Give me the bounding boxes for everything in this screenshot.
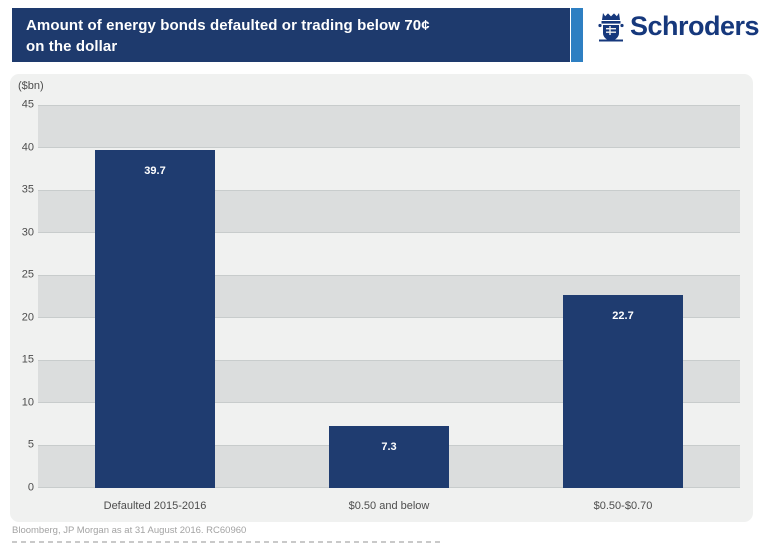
y-tick-label: 15	[21, 353, 34, 366]
bar-slot: 39.7	[38, 105, 272, 488]
chart-panel: ($bn) 0 5 10 15 20 25 30 35 40 45 39.7 7.3 22.7 Def…	[10, 74, 753, 522]
y-tick-label: 0	[27, 481, 34, 494]
y-tick-label: 25	[21, 268, 34, 281]
bar-2: 7.3	[329, 425, 449, 488]
plot-area: 39.7 7.3 22.7	[38, 105, 740, 488]
bars-row: 39.7 7.3 22.7	[38, 105, 740, 488]
chart-title-bar: Amount of energy bonds defaulted or trad…	[12, 8, 570, 62]
category-label-1: Defaulted 2015-2016	[103, 500, 207, 512]
bar-value-label: 22.7	[612, 309, 634, 322]
chart-title-line-1: Amount of energy bonds defaulted or trad…	[26, 17, 430, 34]
bar-1: 39.7	[95, 150, 215, 488]
bar-value-label: 7.3	[381, 440, 397, 453]
bar-slot: 7.3	[272, 105, 506, 488]
y-axis-unit-label: ($bn)	[18, 80, 44, 92]
chart-title-line-2: on the dollar	[26, 38, 118, 55]
bar-slot: 22.7	[506, 105, 740, 488]
schroders-logo: Schroders	[598, 11, 760, 42]
category-label-3: $0.50-$0.70	[593, 500, 653, 512]
title-accent-strip	[571, 8, 583, 62]
schroders-crest-icon	[598, 12, 624, 41]
y-tick-label: 45	[21, 98, 34, 111]
grid-band	[38, 105, 740, 148]
y-tick-label: 20	[21, 311, 34, 324]
bar-3: 22.7	[563, 294, 683, 488]
brand-name: Schroders	[630, 11, 760, 41]
bar-value-label: 39.7	[144, 165, 166, 178]
y-tick-label: 10	[21, 396, 34, 409]
y-axis: 0 5 10 15 20 25 30 35 40 45	[10, 99, 34, 493]
category-label-2: $0.50 and below	[348, 500, 430, 512]
clipped-footnote-line	[12, 541, 442, 543]
y-tick-label: 35	[21, 183, 34, 196]
category-row: Defaulted 2015-2016 $0.50 and below $0.50-…	[38, 500, 740, 512]
y-tick-label: 40	[21, 141, 34, 154]
y-tick-label: 5	[27, 438, 34, 451]
y-tick-label: 30	[21, 226, 34, 239]
source-note: Bloomberg, JP Morgan as at 31 August 201…	[12, 525, 247, 536]
